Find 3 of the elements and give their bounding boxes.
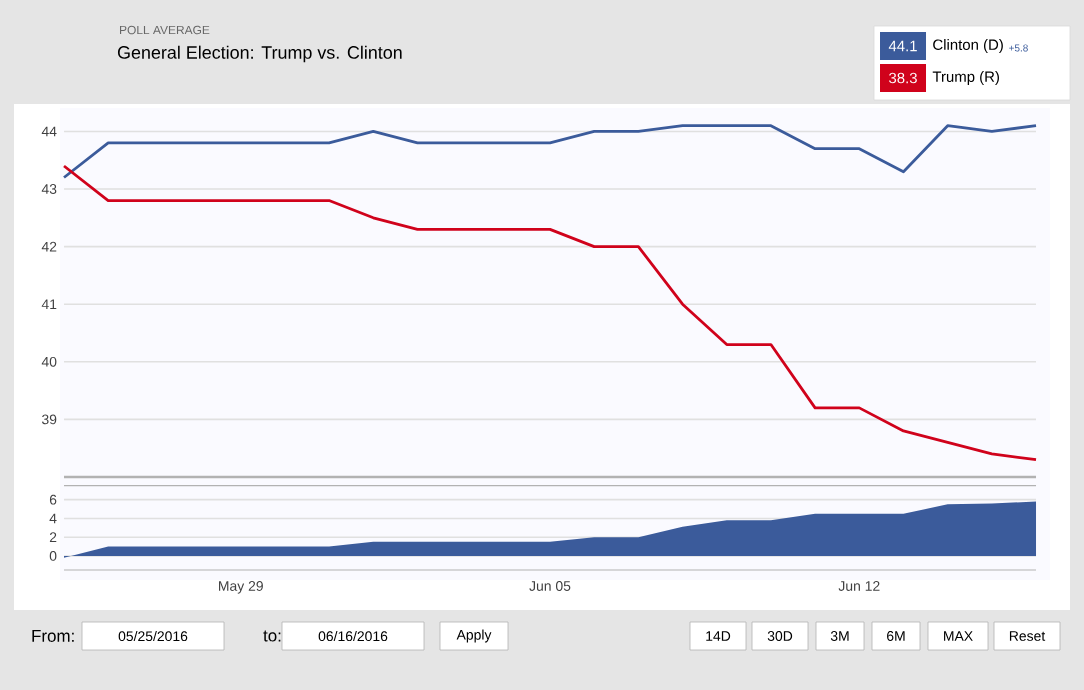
text: From: [32, 630, 74, 642]
text: to: [263, 630, 281, 642]
chart-title: General Election: Trump vs. Clinton [117, 45, 402, 63]
